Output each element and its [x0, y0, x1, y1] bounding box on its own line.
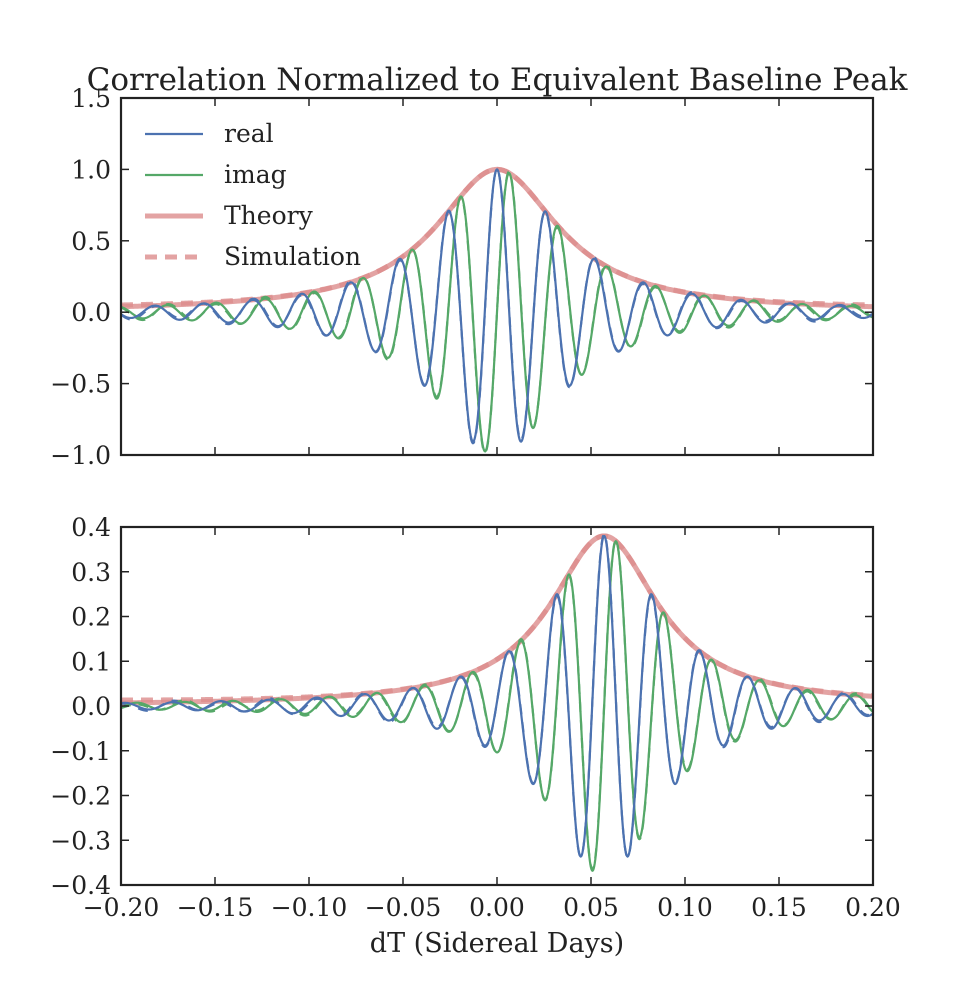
top-ytick-label: 0.5: [71, 227, 111, 256]
legend-label-simulation: Simulation: [224, 242, 361, 271]
bottom-ytick-label: 0.3: [71, 558, 111, 587]
bottom-ytick-label: 0.0: [71, 692, 111, 721]
bottom-ytick-label: 0.4: [71, 513, 111, 542]
bottom-xtick-label: −0.20: [83, 893, 160, 922]
top-ytick-label: −1.0: [50, 441, 111, 470]
bottom-xtick-label: 0.10: [657, 893, 713, 922]
top-real-line: [121, 168, 873, 443]
chart-title: Correlation Normalized to Equivalent Bas…: [87, 62, 908, 98]
bottom-ytick-label: −0.1: [50, 737, 111, 766]
bottom-ytick-label: 0.2: [71, 603, 111, 632]
bottom-xtick-label: −0.15: [177, 893, 254, 922]
bottom-imag-line: [121, 539, 873, 873]
bottom-xtick-label: −0.10: [271, 893, 348, 922]
x-axis-label: dT (Sidereal Days): [370, 928, 624, 959]
bottom-real-line: [121, 534, 873, 858]
legend-label-theory: Theory: [224, 201, 314, 230]
bottom-plot-area: [121, 533, 873, 873]
bottom-xtick-label: 0.20: [845, 893, 901, 922]
top-ytick-label: 1.5: [71, 84, 111, 113]
legend-label-imag: imag: [224, 160, 287, 189]
bottom-xtick-label: −0.05: [365, 893, 442, 922]
top-panel: −1.0 −0.5 0.0 0.5 1.0 1.5: [50, 84, 875, 470]
top-ytick-label: 0.0: [71, 298, 111, 327]
bottom-ytick-label: −0.4: [50, 871, 111, 900]
legend: real imag Theory Simulation: [145, 119, 361, 271]
bottom-ytick-label: −0.2: [50, 782, 111, 811]
bottom-ytick-label: 0.1: [71, 647, 111, 676]
bottom-xtick-label: 0.00: [469, 893, 525, 922]
bottom-panel: −0.20 −0.15 −0.10 −0.05 0.00 0.05 0.10 0.15 0.20…: [50, 513, 901, 922]
bottom-xtick-label: 0.15: [751, 893, 807, 922]
bottom-simulation-line: [121, 533, 873, 703]
bottom-xtick-label: 0.05: [563, 893, 619, 922]
top-ytick-label: −0.5: [50, 370, 111, 399]
bottom-ytick-label: −0.3: [50, 826, 111, 855]
top-plot-area: [121, 166, 873, 454]
top-ytick-label: 1.0: [71, 155, 111, 184]
legend-label-real: real: [224, 119, 274, 148]
